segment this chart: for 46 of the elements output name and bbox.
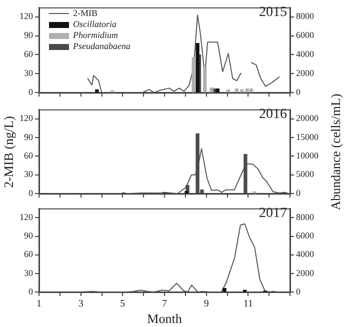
x-axis-title: Month [147,311,182,327]
x-tick-label: 11 [243,298,253,310]
y-tick-label: 0 [28,286,34,296]
y-tick-label: 120 [20,212,34,222]
x-tick-label: 3 [78,298,84,310]
x-tick-label: 9 [204,298,209,310]
legend-label: Oscillatoria [73,19,117,30]
y2-tick-label: 2000 [296,268,314,278]
x-tick-label: 1 [36,298,42,310]
y-tick-label: 30 [24,268,34,278]
chart-title: 2015 [259,5,287,21]
y2-tick-label: 0 [296,86,301,97]
y-tick-label: 0 [28,86,34,97]
y2-tick-label: 5000 [296,169,314,180]
y2-tick-label: 2000 [296,68,314,78]
legend-label: Pseudanabaena [73,41,130,52]
y-tick-label: 30 [24,68,34,78]
y-tick-label: 90 [24,30,34,40]
legend-label: Phormidium [73,30,118,41]
y2-tick-label: 20000 [296,113,319,124]
chart-title: 2016 [259,107,287,123]
y2-tick-label: 10000 [296,150,319,161]
y-tick-label: 120 [20,11,34,22]
y2-tick-label: 0 [296,286,301,296]
y2-tick-label: 4000 [296,49,314,60]
y2-tick-label: 0 [296,188,301,198]
x-tick-label: 5 [120,298,126,310]
y2-tick-label: 4000 [296,249,314,260]
y-tick-label: 0 [28,188,34,198]
y-tick-label: 60 [24,150,34,161]
y-tick-label: 60 [24,49,34,60]
y2-tick-label: 6000 [296,30,314,40]
legend-label: 2-MIB [73,8,98,19]
y2-axis-title: Abundance (cells/mL) [328,93,344,210]
y2-tick-label: 8000 [296,11,314,22]
y-axis-title: 2-MIB (ng/L) [1,116,17,188]
y-tick-label: 90 [24,132,34,142]
y-tick-label: 60 [24,249,34,260]
y2-tick-label: 8000 [296,212,314,222]
y-tick-label: 120 [20,113,34,124]
y2-tick-label: 6000 [296,230,314,241]
chart-title: 2017 [259,206,287,222]
y2-tick-label: 15000 [296,132,319,142]
y-tick-label: 90 [24,230,34,241]
x-tick-label: 7 [162,298,167,310]
y-tick-label: 30 [24,169,34,180]
